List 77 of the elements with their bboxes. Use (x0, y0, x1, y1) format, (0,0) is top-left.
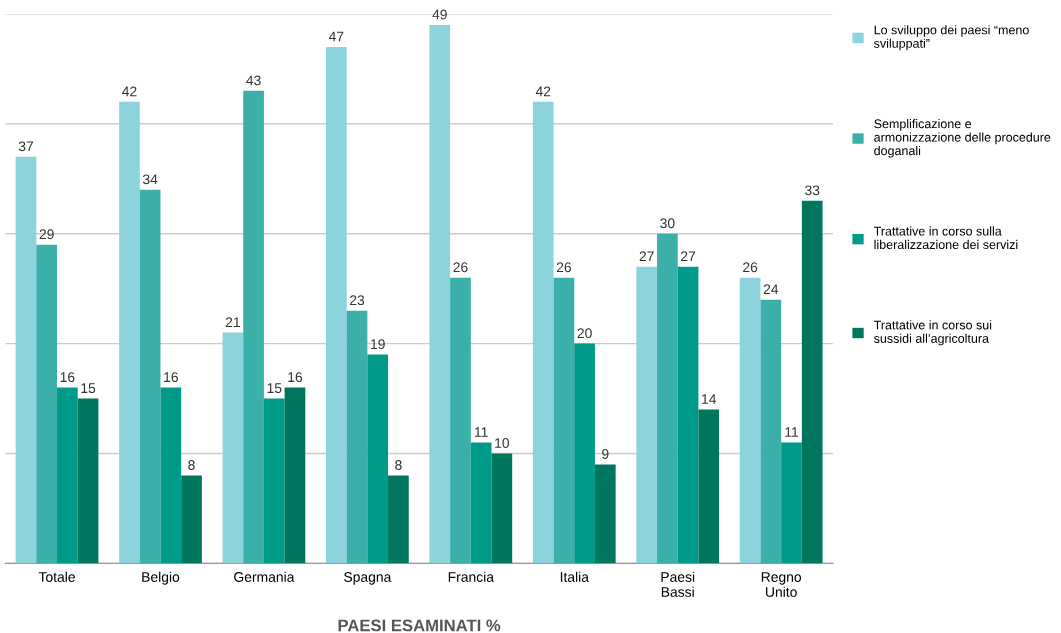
bar (470, 442, 492, 564)
x-tick-label: Germania (234, 571, 295, 582)
data-label: 14 (702, 394, 717, 404)
bar (284, 387, 306, 564)
data-label: 10 (495, 438, 510, 448)
data-label: 26 (556, 262, 572, 273)
bar (57, 387, 78, 564)
data-label: 43 (246, 75, 261, 86)
bar (760, 299, 782, 564)
data-label: 47 (328, 31, 344, 42)
data-label: 11 (475, 427, 488, 437)
data-label: 16 (164, 372, 178, 383)
x-tick-label: Francia (448, 571, 494, 582)
bar (367, 354, 389, 564)
bar (801, 200, 823, 564)
bar (346, 310, 368, 564)
bar (636, 266, 658, 564)
bar (77, 398, 99, 564)
data-label: 19 (371, 339, 385, 350)
x-tick-label: Totale (38, 571, 75, 582)
data-label: 23 (350, 295, 365, 306)
x-tick-label: Italia (560, 571, 589, 582)
data-label: 29 (39, 229, 54, 240)
bar (491, 453, 513, 564)
data-label: 42 (122, 86, 137, 97)
data-label: 16 (288, 372, 303, 383)
bar (222, 332, 244, 564)
data-label: 27 (681, 251, 696, 262)
data-label: 16 (60, 372, 75, 383)
bar (450, 277, 471, 564)
bar (574, 343, 595, 564)
data-label: 11 (785, 427, 799, 437)
bar (553, 277, 575, 564)
bar (181, 475, 202, 564)
bar (139, 189, 161, 564)
data-label: 15 (81, 383, 96, 394)
bar (532, 101, 554, 564)
data-label: 8 (395, 460, 402, 470)
legend-label: Trattative in corso sui sussidi all’agricoltura (873, 320, 992, 346)
data-label: 8 (188, 460, 195, 470)
data-label: 34 (142, 174, 158, 185)
data-label: 27 (639, 251, 654, 262)
legend-label: Lo sviluppo dei paesi “meno sviluppati” (874, 25, 1029, 51)
x-axis-title: PAESI ESAMINATI % (338, 619, 501, 632)
data-label: 33 (805, 185, 820, 196)
bar (594, 464, 616, 564)
x-tick-label: Spagna (344, 572, 392, 585)
data-label: 15 (267, 383, 282, 394)
data-label: 26 (743, 262, 758, 273)
bar (263, 398, 285, 564)
x-tick-label: Regno Unito (761, 572, 802, 597)
bar (243, 90, 264, 564)
data-label: 21 (225, 317, 240, 327)
data-label: 26 (453, 262, 468, 273)
legend-label: Semplificazione e armonizzazione delle procedure doganali (874, 119, 1051, 158)
bar (781, 442, 802, 564)
bar (119, 101, 140, 564)
bar (677, 266, 699, 564)
data-label: 24 (763, 284, 779, 294)
data-label: 42 (535, 86, 551, 97)
data-label: 30 (660, 218, 675, 229)
bar (739, 277, 761, 564)
bar (325, 46, 347, 564)
bar (160, 387, 182, 564)
x-tick-label: Belgio (142, 571, 180, 585)
bar (657, 233, 678, 564)
data-label: 37 (18, 141, 34, 152)
x-tick-label: Paesi Bassi (661, 571, 695, 597)
data-label: 9 (602, 449, 609, 459)
data-label: 49 (432, 9, 447, 20)
bar (36, 244, 58, 564)
bar (15, 156, 37, 564)
bar (388, 475, 409, 564)
bar (698, 409, 720, 564)
bar (429, 24, 451, 564)
data-label: 20 (577, 328, 592, 339)
legend-label: Trattative in corso sulla liberalizzazione dei servizi (873, 226, 1018, 250)
